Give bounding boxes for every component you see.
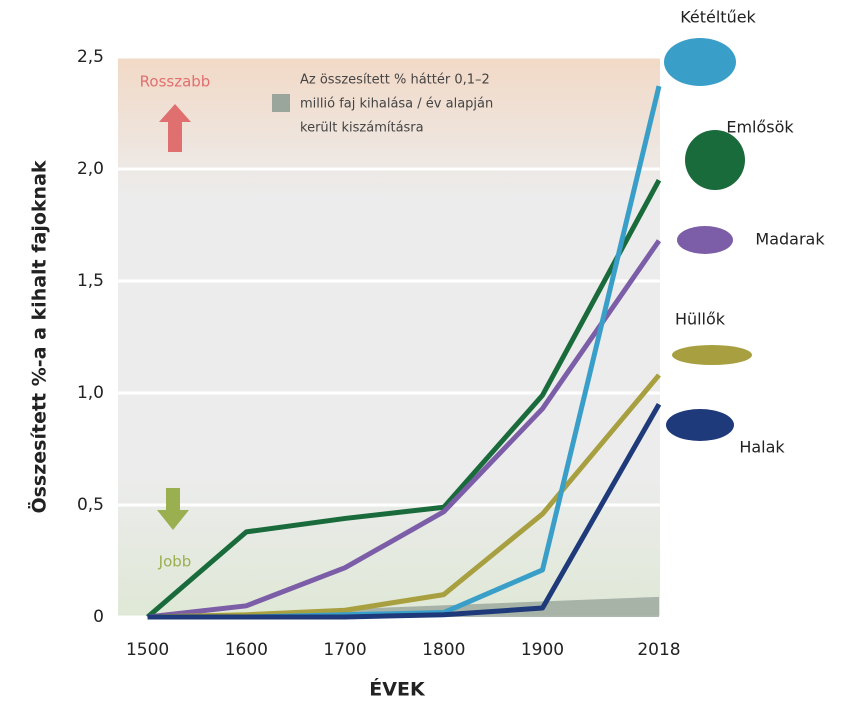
worse-label: Rosszabb	[140, 73, 211, 91]
y-tick-label: 0,5	[77, 495, 104, 515]
y-tick-label: 2,5	[77, 47, 104, 67]
y-tick-label: 1,0	[77, 383, 104, 403]
species-icon	[664, 38, 736, 86]
y-tick-label: 0	[93, 607, 104, 627]
legend-label: Kétéltűek	[680, 8, 756, 27]
better-label: Jobb	[158, 553, 192, 571]
species-icon	[666, 409, 734, 441]
legend-label: Emlősök	[726, 118, 794, 137]
series-line	[147, 239, 662, 620]
x-tick-label: 1700	[323, 640, 366, 660]
legend-label: Madarak	[755, 230, 825, 249]
y-tick-label: 2,0	[77, 159, 104, 179]
legend-label: Halak	[739, 438, 785, 457]
down-arrow	[157, 488, 189, 530]
x-tick-label: 1600	[225, 640, 268, 660]
series-line	[145, 179, 662, 619]
series-line	[147, 402, 662, 620]
species-icon	[677, 226, 733, 254]
y-axis-label: Összesített %-a a kihalt fajoknak	[27, 160, 51, 513]
species-icon	[672, 345, 752, 365]
x-tick-label: 1500	[126, 640, 169, 660]
up-arrow	[159, 104, 191, 152]
x-tick-label: 1800	[422, 640, 465, 660]
note-swatch	[272, 94, 290, 112]
note-line: került kiszámításra	[300, 121, 424, 136]
note-line: millió faj kihalása / év alapján	[300, 97, 493, 112]
legend-label: Hüllők	[675, 310, 726, 329]
x-axis-label: ÉVEK	[369, 678, 426, 701]
y-tick-label: 1,5	[77, 271, 104, 291]
species-icon	[685, 130, 745, 190]
x-tick-label: 2018	[637, 640, 680, 660]
plot-area	[118, 57, 660, 617]
note-line: Az összesített % háttér 0,1–2	[300, 73, 490, 88]
x-tick-label: 1900	[521, 640, 564, 660]
